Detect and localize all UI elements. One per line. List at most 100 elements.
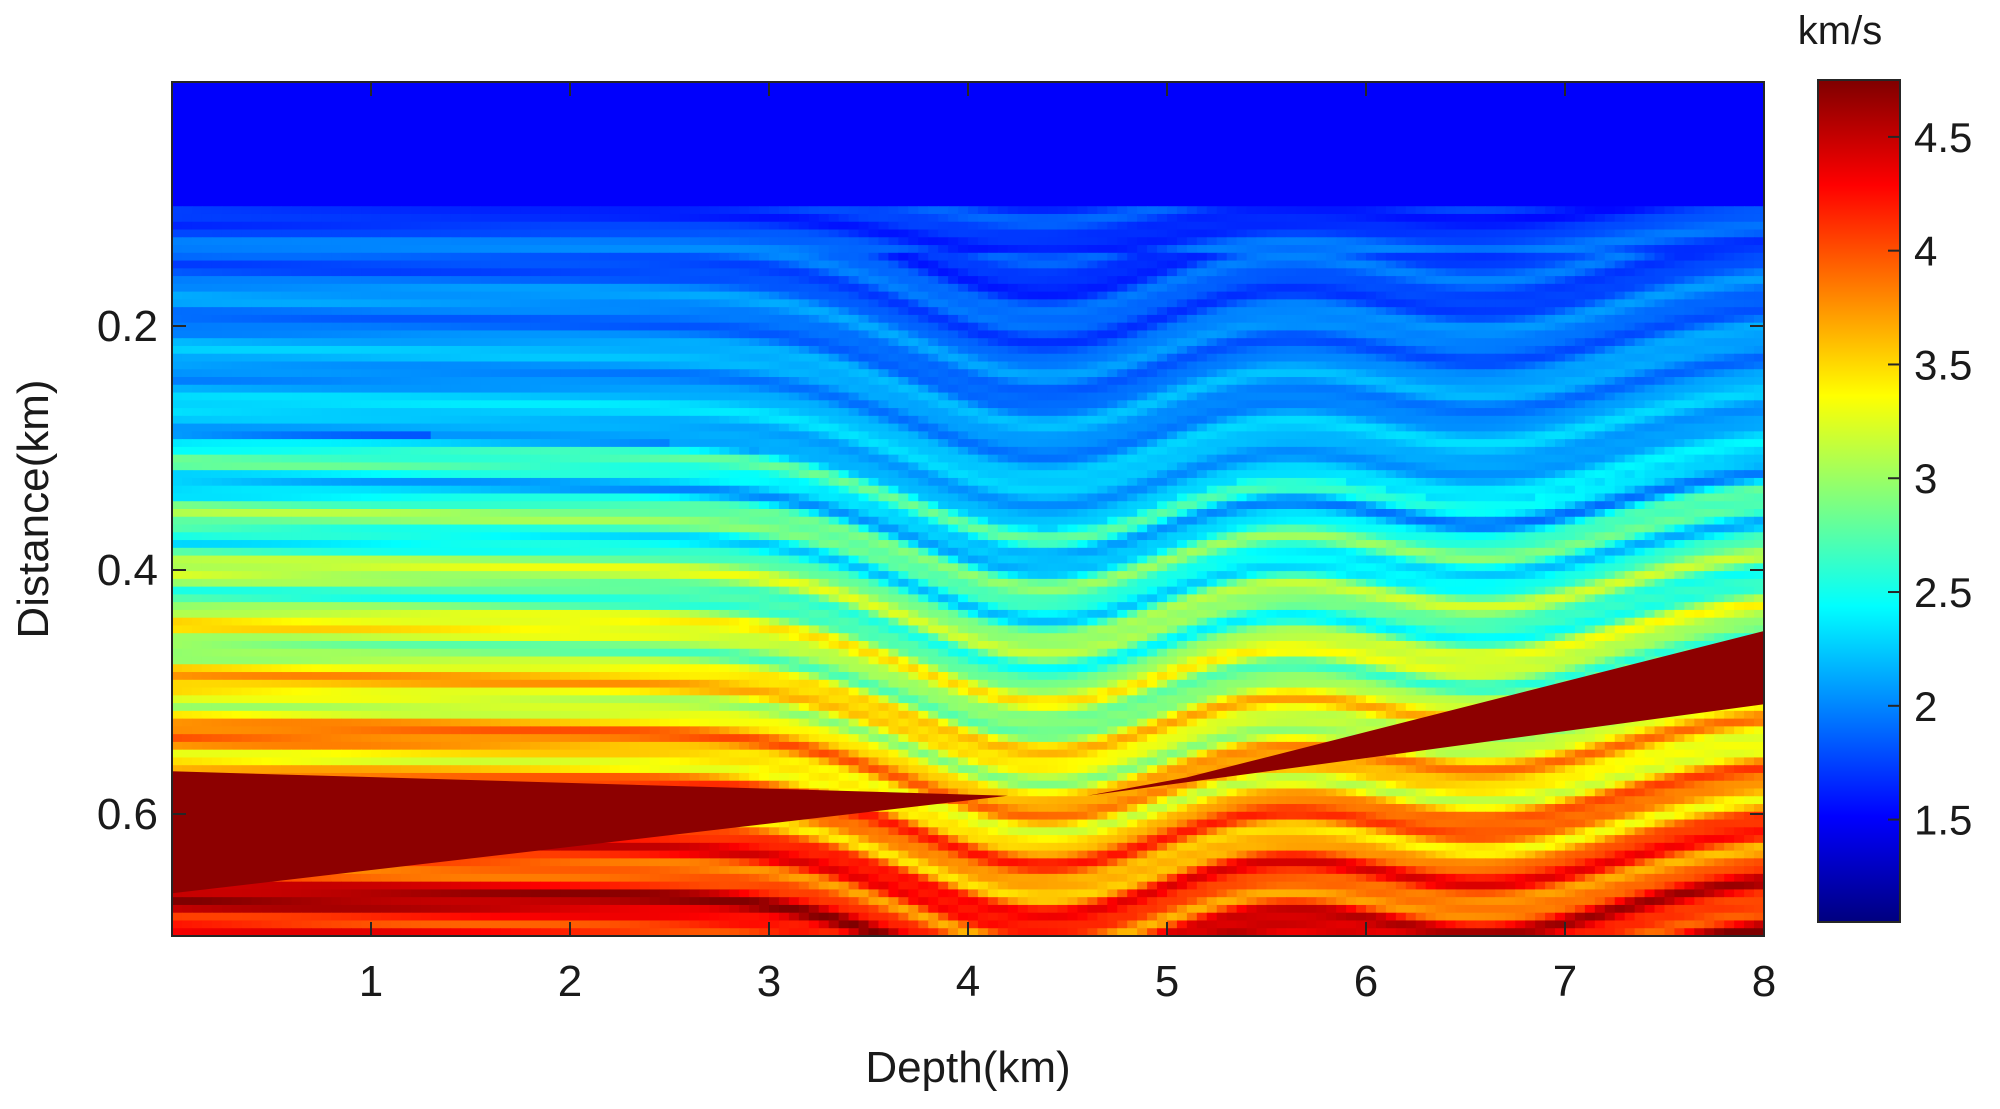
velocity-cell — [321, 206, 332, 215]
velocity-cell — [958, 237, 969, 246]
velocity-cell — [1296, 206, 1307, 215]
velocity-cell — [1744, 299, 1755, 308]
velocity-cell — [1097, 245, 1108, 254]
velocity-cell — [1465, 252, 1477, 262]
velocity-cell — [1017, 260, 1029, 269]
velocity-cell — [1405, 206, 1417, 215]
velocity-cell — [1176, 213, 1188, 223]
velocity-cell — [460, 252, 472, 262]
velocity-cell — [689, 252, 700, 262]
velocity-cell — [1117, 307, 1128, 316]
velocity-cell — [1495, 307, 1506, 316]
velocity-cell — [1714, 206, 1725, 215]
velocity-cell — [888, 314, 899, 324]
velocity-cell — [291, 268, 302, 277]
velocity-cell — [1704, 229, 1715, 238]
velocity-cell — [361, 291, 372, 300]
velocity-cell — [1505, 206, 1516, 215]
velocity-cell — [898, 283, 909, 293]
velocity-cell — [1385, 291, 1397, 300]
velocity-cell — [281, 268, 292, 277]
velocity-cell — [749, 307, 760, 316]
velocity-cell — [1326, 314, 1337, 324]
velocity-cell — [480, 252, 491, 262]
velocity-cell — [261, 299, 273, 308]
velocity-cell — [1047, 260, 1059, 269]
velocity-cell — [1565, 283, 1576, 293]
velocity-cell — [987, 245, 999, 254]
velocity-cell — [301, 245, 312, 254]
velocity-cell — [997, 283, 1009, 293]
velocity-cell — [1435, 229, 1447, 238]
velocity-cell — [948, 307, 959, 316]
velocity-cell — [560, 206, 571, 215]
velocity-cell — [938, 237, 949, 246]
velocity-cell — [1346, 245, 1357, 254]
velocity-cell — [878, 260, 889, 269]
velocity-cell — [1674, 314, 1685, 324]
velocity-cell — [1744, 213, 1755, 223]
velocity-cell — [500, 252, 511, 262]
velocity-cell — [1216, 206, 1228, 215]
velocity-cell — [291, 299, 302, 308]
velocity-cell — [1296, 260, 1307, 269]
velocity-cell — [739, 276, 750, 285]
velocity-cell — [1276, 283, 1287, 293]
velocity-cell — [1077, 245, 1088, 254]
velocity-cell — [1097, 268, 1108, 277]
velocity-cell — [1107, 252, 1118, 262]
velocity-cell — [868, 307, 880, 316]
velocity-cell — [530, 307, 541, 316]
velocity-cell — [1385, 245, 1397, 254]
velocity-cell — [410, 268, 422, 277]
velocity-cell — [1495, 268, 1506, 277]
velocity-cell — [1256, 276, 1268, 285]
velocity-cell — [480, 260, 491, 269]
velocity-cell — [1107, 283, 1118, 293]
velocity-cell — [818, 213, 830, 223]
velocity-cell — [1644, 206, 1656, 215]
velocity-cell — [699, 260, 710, 269]
velocity-cell — [400, 307, 412, 316]
velocity-cell — [938, 307, 949, 316]
velocity-cell — [500, 283, 511, 293]
velocity-cell — [1375, 260, 1387, 269]
velocity-cell — [480, 229, 491, 238]
velocity-cell — [709, 283, 720, 293]
velocity-cell — [291, 276, 302, 285]
velocity-cell — [251, 291, 263, 300]
velocity-cell — [619, 213, 631, 223]
velocity-cell — [968, 276, 979, 285]
velocity-cell — [1027, 221, 1039, 231]
velocity-cell — [271, 276, 283, 285]
velocity-cell — [1694, 291, 1705, 300]
velocity-cell — [400, 322, 412, 332]
velocity-cell — [1286, 237, 1297, 246]
velocity-cell — [739, 299, 750, 308]
velocity-cell — [1584, 314, 1596, 324]
velocity-cell — [291, 237, 302, 246]
velocity-cell — [400, 221, 412, 231]
velocity-cell — [490, 307, 501, 316]
velocity-cell — [1346, 291, 1357, 300]
velocity-cell — [390, 299, 402, 308]
velocity-cell — [1087, 237, 1098, 246]
velocity-cell — [948, 260, 959, 269]
velocity-cell — [1037, 260, 1049, 269]
velocity-cell — [619, 237, 631, 246]
velocity-cell — [868, 260, 880, 269]
velocity-cell — [420, 283, 432, 293]
velocity-cell — [1276, 221, 1287, 231]
velocity-cell — [788, 299, 800, 308]
velocity-cell — [1714, 299, 1725, 308]
velocity-cell — [729, 237, 740, 246]
velocity-cell — [908, 268, 919, 277]
velocity-cell — [1505, 307, 1516, 316]
velocity-cell — [1167, 268, 1178, 277]
velocity-cell — [1266, 283, 1278, 293]
velocity-cell — [500, 221, 511, 231]
velocity-cell — [1117, 245, 1128, 254]
velocity-cell — [1634, 237, 1646, 246]
velocity-cell — [1336, 229, 1347, 238]
velocity-cell — [948, 221, 959, 231]
